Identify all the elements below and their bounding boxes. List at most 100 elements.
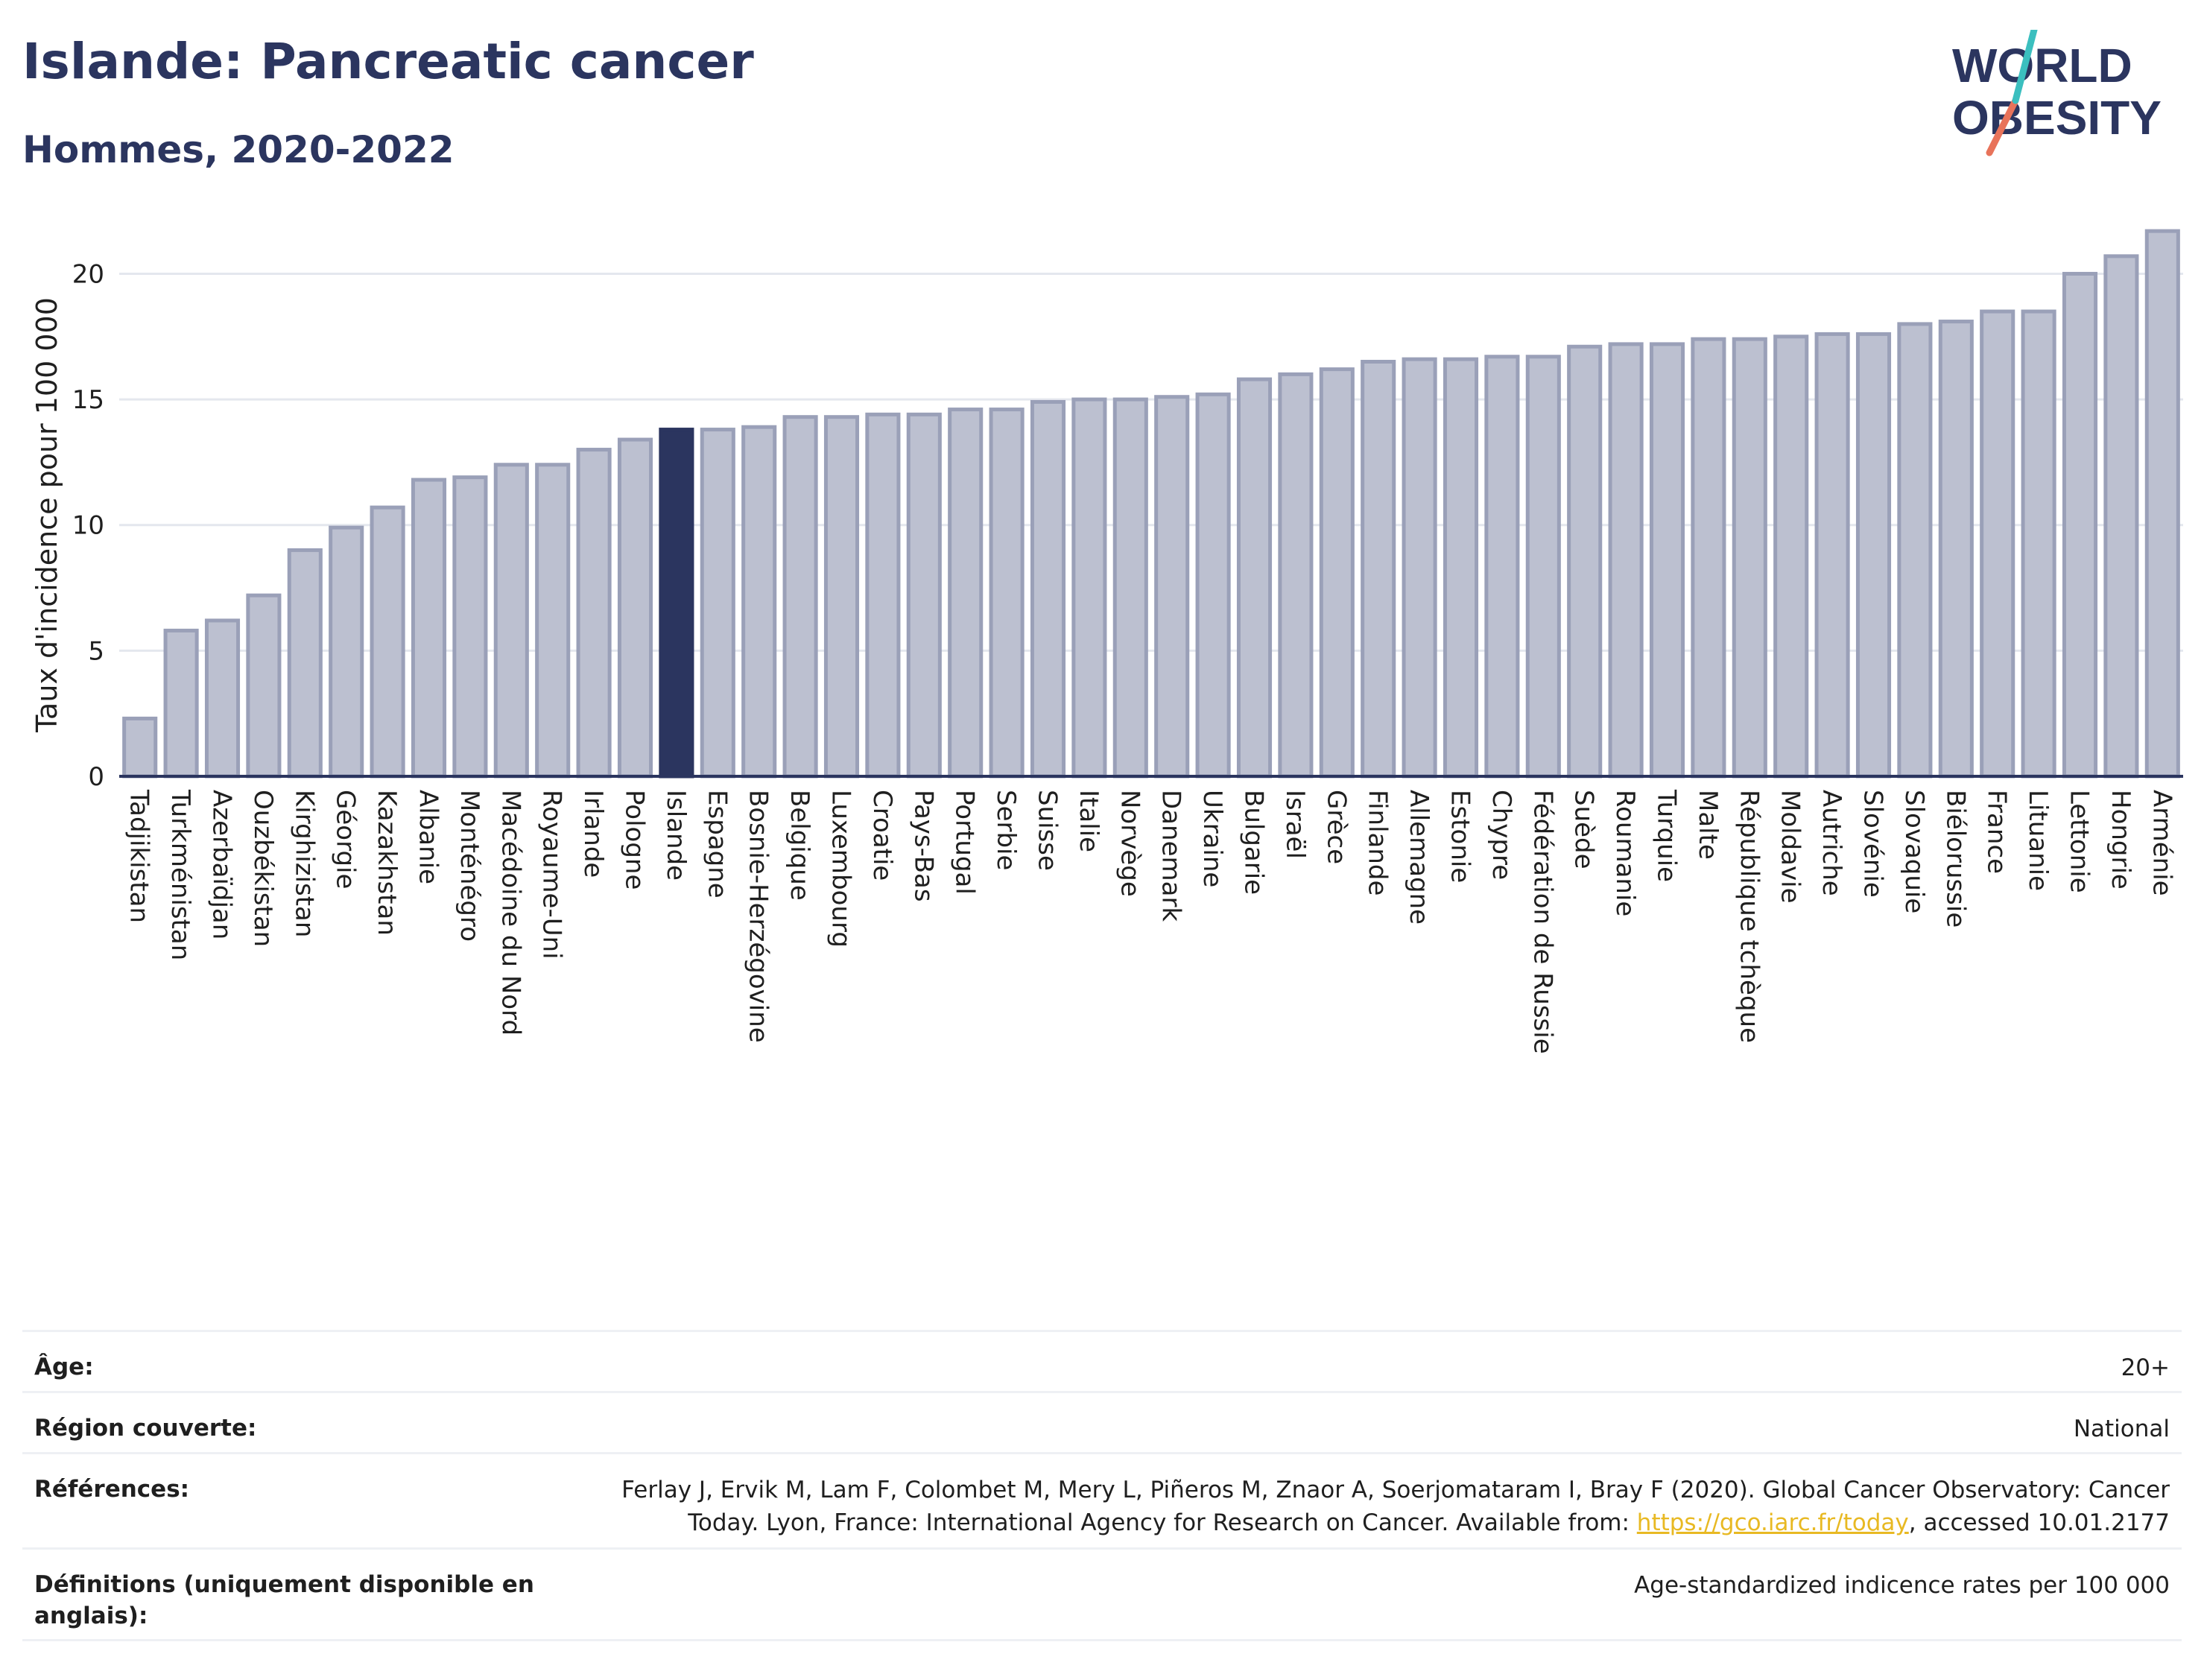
reference-text: Ferlay J, Ervik M, Lam F, Colombet M, Me… — [621, 1477, 2170, 1536]
x-tick-label: Danemark — [1156, 790, 1186, 922]
bar — [823, 415, 860, 779]
meta-row-definitions: Définitions (uniquement disponible en an… — [22, 1547, 2182, 1641]
bar — [1649, 342, 1685, 779]
chart-title: Islande: Pancreatic cancer — [22, 33, 754, 90]
reference-link[interactable]: https://gco.iarc.fr/today — [1636, 1509, 1909, 1536]
bar — [1402, 357, 1437, 779]
x-tick-label: Serbie — [991, 790, 1021, 870]
y-tick-label: 10 — [72, 511, 104, 541]
x-tick-label: Biélorussie — [1940, 790, 1970, 928]
meta-label: Définitions (uniquement disponible en an… — [34, 1571, 534, 1629]
bar — [1897, 322, 1933, 779]
bar — [1938, 320, 1974, 779]
meta-value: Age-standardized indicence rates per 100… — [1634, 1572, 2170, 1599]
bar — [1855, 332, 1892, 779]
meta-value: Ferlay J, Ervik M, Lam F, Colombet M, Me… — [605, 1474, 2170, 1539]
x-tick-label: Portugal — [950, 790, 980, 895]
meta-label: Références: — [34, 1476, 190, 1503]
chart-subtitle: Hommes, 2020-2022 — [22, 128, 455, 171]
bar — [617, 437, 653, 779]
bar — [2103, 254, 2139, 779]
logo-line1: WORLD — [1952, 39, 2132, 92]
x-tick-label: Géorgie — [331, 790, 361, 889]
bar — [287, 548, 323, 779]
x-tick-label: Suisse — [1033, 790, 1063, 871]
x-tick-label: Slovaquie — [1899, 790, 1929, 913]
x-tick-label: République tchèque — [1734, 790, 1764, 1043]
x-tick-label: Hongrie — [2106, 790, 2135, 890]
bar — [948, 408, 984, 779]
x-tick-label: Suède — [1569, 790, 1599, 869]
bar — [1443, 357, 1479, 779]
bar — [1980, 309, 2015, 779]
bar — [576, 448, 612, 779]
bar — [1484, 355, 1520, 779]
x-tick-label: Lettonie — [2065, 790, 2094, 893]
x-tick-label: Ukraine — [1197, 790, 1227, 887]
bar — [989, 408, 1025, 779]
bar — [1319, 367, 1355, 779]
x-tick-label: Roumanie — [1610, 790, 1640, 916]
x-tick-label: Pologne — [620, 790, 650, 890]
bar — [246, 593, 282, 779]
metadata-table: Âge: 20+ Région couverte: National Référ… — [22, 1330, 2182, 1641]
bar — [329, 525, 364, 779]
x-tick-label: Malte — [1693, 790, 1723, 860]
logo-slash-coral — [1986, 97, 2019, 156]
bar — [1773, 335, 1809, 779]
meta-row-region: Région couverte: National — [22, 1391, 2182, 1452]
y-tick-label: 0 — [88, 762, 104, 792]
x-tick-label: Autriche — [1817, 790, 1846, 896]
bar — [370, 505, 405, 779]
x-tick-label: Slovénie — [1858, 790, 1888, 898]
x-tick-label: Kazakhstan — [372, 790, 402, 936]
reference-suffix: , accessed 10.01.2177 — [1908, 1509, 2170, 1536]
x-tick-label: Chypre — [1486, 790, 1516, 880]
x-tick-label: Monténégro — [455, 790, 484, 942]
x-tick-label: Grèce — [1321, 790, 1351, 864]
y-tick-label: 15 — [72, 385, 104, 415]
x-tick-label: France — [1982, 790, 2012, 874]
x-tick-label: Pays-Bas — [908, 790, 938, 902]
bar — [659, 428, 694, 779]
meta-row-age: Âge: 20+ — [22, 1330, 2182, 1391]
bar — [122, 716, 158, 779]
x-tick-label: Bosnie-Herzégovine — [744, 790, 773, 1043]
x-tick-label: Albanie — [414, 790, 443, 884]
bar — [1112, 397, 1148, 779]
x-tick-label: Bulgarie — [1239, 790, 1269, 895]
x-tick-label: Italie — [1074, 790, 1103, 852]
bar-chart: 0 5 10 15 20 Taux d'incidence pour 100 000 Tad… — [31, 229, 2183, 1054]
bar — [2021, 309, 2056, 779]
x-tick-label: Espagne — [702, 790, 732, 898]
x-tick-label: Ouzbékistan — [248, 790, 278, 947]
bar — [411, 478, 447, 779]
bar — [1814, 332, 1850, 779]
x-tick-label: Azerbaïdjan — [207, 790, 237, 939]
bar — [1236, 377, 1273, 779]
x-tick-label: Finlande — [1363, 790, 1393, 896]
meta-value: National — [2073, 1416, 2170, 1442]
bar — [1732, 337, 1767, 779]
bar — [204, 618, 241, 779]
logo-slash-teal — [2012, 30, 2038, 104]
x-tick-label: Islande — [661, 790, 691, 881]
meta-label: Région couverte: — [34, 1415, 257, 1442]
bar — [1154, 395, 1190, 779]
bar — [1691, 337, 1726, 779]
bar — [700, 428, 735, 779]
bar — [1071, 397, 1107, 779]
x-tick-label: Norvège — [1115, 790, 1144, 897]
bar — [741, 425, 777, 779]
bar — [1525, 355, 1561, 779]
x-tick-label: Croatie — [867, 790, 897, 881]
bar — [906, 412, 942, 779]
bar — [1608, 342, 1644, 779]
y-tick-label: 20 — [72, 259, 104, 289]
bar — [1278, 372, 1314, 779]
x-tick-label: Moldavie — [1776, 790, 1805, 904]
y-axis-label: Taux d'incidence pour 100 000 — [31, 297, 63, 733]
bar — [452, 475, 488, 779]
x-tick-label: Royaume-Uni — [537, 790, 567, 960]
x-tick-label: Tadjikistan — [124, 789, 154, 923]
